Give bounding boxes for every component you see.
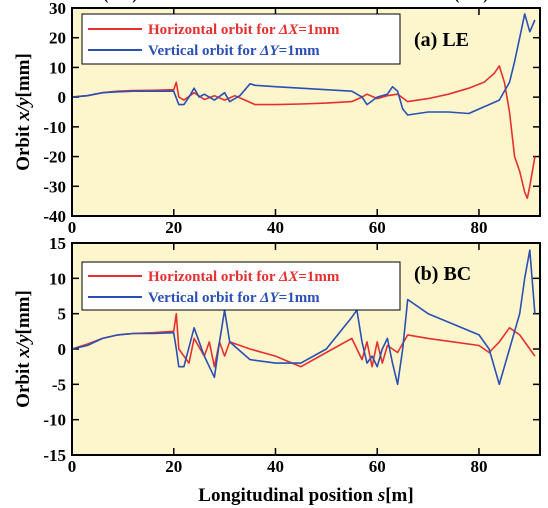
- y-tick-labels-bc: 15 10 5 0 -5 -10 -15: [43, 234, 66, 465]
- x-tick-label: 60: [369, 218, 386, 237]
- section-label: 1st Arc: [180, 0, 219, 3]
- x-tick-labels-le: 0 20 40 60 80: [68, 218, 488, 237]
- y-tick-label: -5: [52, 375, 66, 394]
- y-tick-label: 0: [58, 88, 67, 107]
- y-tick-label: 0: [58, 340, 67, 359]
- y-tick-label: 10: [49, 269, 66, 288]
- section-label: 2nd Arc: [358, 0, 402, 3]
- y-tick-labels-le: 30 20 10 0 -10 -20 -30 -40: [43, 0, 66, 226]
- x-tick-label: 60: [369, 457, 386, 476]
- legend-label-horizontal: Horizontal orbit for ΔX=1mm: [148, 269, 340, 285]
- x-tick-label: 0: [68, 457, 77, 476]
- x-tick-label: 40: [267, 457, 284, 476]
- y-tick-label: -40: [43, 207, 66, 226]
- y-tick-label: -10: [43, 118, 66, 137]
- y-tick-label: 20: [49, 29, 66, 48]
- section-sublabel: (Dec.): [455, 0, 488, 3]
- legend: Horizontal orbit for ΔX=1mm Vertical orb…: [81, 261, 401, 311]
- x-tick-label: 20: [165, 218, 182, 237]
- y-tick-label: 10: [49, 58, 66, 77]
- y-tick-label: -15: [43, 446, 66, 465]
- x-tick-labels-bc: 0 20 40 60 80: [68, 457, 488, 476]
- x-tick-label: 20: [165, 457, 182, 476]
- y-axis-label-le: Orbit x/y[mm]: [13, 53, 34, 171]
- plot-frame: [71, 242, 541, 456]
- legend-label-horizontal: Horizontal orbit for ΔX=1mm: [148, 22, 340, 38]
- series-line-vertical: [71, 249, 536, 386]
- y-tick-label: -20: [43, 148, 66, 167]
- section-annotations: Cavities(Acc.)1st Arc2nd ArcCavities(Dec…: [98, 0, 494, 3]
- legend: Horizontal orbit for ΔX=1mm Vertical orb…: [81, 13, 401, 65]
- panel-bc: Cavities(Acc.)1st Arc2nd ArcCavities(Dec…: [13, 0, 541, 476]
- section-label: Cavities: [449, 0, 494, 3]
- plot-frame: [71, 7, 541, 217]
- section-label: 2nd Arc: [358, 0, 402, 3]
- series-line-horizontal: [71, 312, 536, 368]
- y-tick-label: 30: [49, 0, 66, 18]
- series-line-horizontal: [71, 65, 536, 199]
- section-annotations: Cavities(Acc.)1st Arc2nd ArcCavities(Dec…: [98, 0, 494, 3]
- series-line-vertical: [71, 13, 536, 116]
- panel-title-le: (a) LE: [414, 29, 469, 51]
- legend-label-vertical: Vertical orbit for ΔY=1mm: [148, 43, 320, 59]
- legend-box: [81, 261, 401, 311]
- section-label: Cavities: [98, 0, 143, 3]
- panel-le: Cavities(Acc.)1st Arc2nd ArcCavities(Dec…: [13, 0, 541, 237]
- section-label: Cavities: [449, 0, 494, 3]
- y-tick-label: -10: [43, 411, 66, 430]
- panel-title-bc: (b) BC: [414, 263, 471, 285]
- y-tick-label: 15: [49, 234, 66, 253]
- section-sublabel: (Dec.): [455, 0, 488, 3]
- legend-box: [81, 13, 401, 65]
- series-lines: [71, 249, 536, 386]
- section-label: 1st Arc: [180, 0, 219, 3]
- legend-label-vertical: Vertical orbit for ΔY=1mm: [148, 290, 320, 306]
- x-tick-label: 0: [68, 218, 77, 237]
- x-axis-label: Longitudinal position s[m]: [198, 485, 413, 506]
- y-axis-label-bc: Orbit x/y[mm]: [13, 290, 34, 408]
- section-label: Cavities: [98, 0, 143, 3]
- x-tick-label: 40: [267, 218, 284, 237]
- section-sublabel: (Acc.): [104, 0, 137, 3]
- y-tick-label: -30: [43, 177, 66, 196]
- x-tick-label: 80: [470, 457, 487, 476]
- y-tick-label: 5: [58, 305, 67, 324]
- x-tick-label: 80: [470, 218, 487, 237]
- series-lines: [71, 13, 536, 199]
- section-sublabel: (Acc.): [104, 0, 137, 3]
